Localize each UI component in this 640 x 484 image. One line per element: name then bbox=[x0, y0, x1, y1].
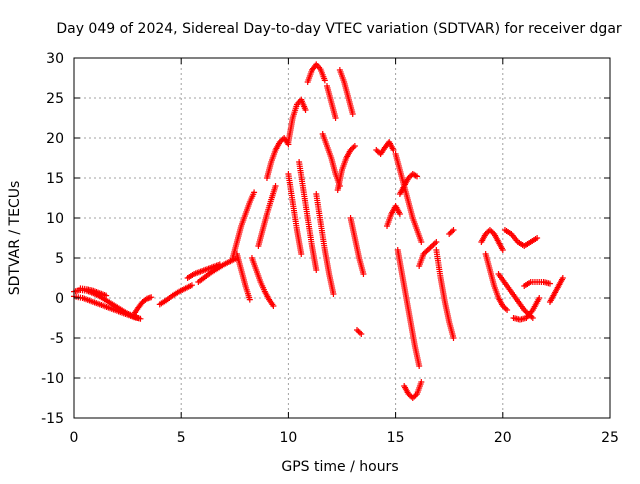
x-tick-label: 15 bbox=[387, 430, 405, 446]
series-arc-35 bbox=[501, 227, 541, 249]
data-point bbox=[272, 183, 279, 189]
data-point bbox=[529, 315, 536, 321]
series-arc-25 bbox=[384, 203, 403, 229]
data-point bbox=[418, 379, 425, 385]
data-point bbox=[251, 189, 258, 196]
series-arc-9 bbox=[233, 251, 253, 303]
data-point bbox=[332, 115, 339, 121]
data-layer bbox=[71, 61, 566, 401]
series-arc-17 bbox=[313, 191, 337, 297]
series-arc-38 bbox=[546, 275, 566, 305]
plot-frame bbox=[73, 57, 611, 419]
data-point bbox=[188, 282, 195, 289]
series-arc-27 bbox=[396, 171, 421, 197]
series-arc-4 bbox=[131, 294, 155, 317]
data-point bbox=[414, 173, 421, 180]
series-arc-28 bbox=[394, 247, 423, 369]
data-point bbox=[418, 239, 425, 245]
data-point bbox=[103, 292, 110, 299]
data-point bbox=[499, 247, 506, 253]
series-arc-26 bbox=[392, 151, 425, 245]
series-arc-19 bbox=[323, 83, 339, 121]
data-point bbox=[450, 335, 457, 341]
data-point bbox=[302, 107, 309, 113]
x-tick-label: 0 bbox=[70, 430, 79, 446]
y-tick-label: 25 bbox=[46, 91, 64, 107]
x-axis-label: GPS time / hours bbox=[281, 459, 398, 475]
series-arc-14 bbox=[285, 171, 305, 257]
y-axis-label: SDTVAR / TECUs bbox=[7, 181, 23, 296]
y-tick-label: 15 bbox=[46, 171, 64, 187]
data-point bbox=[313, 267, 320, 273]
y-tick-label: -15 bbox=[41, 411, 64, 427]
chart-title: Day 049 of 2024, Sidereal Day-to-day VTE… bbox=[56, 21, 622, 37]
data-point bbox=[270, 303, 277, 309]
x-tick-label: 10 bbox=[279, 430, 297, 446]
x-tick-label: 25 bbox=[601, 430, 619, 446]
tick-layer: 0 5 10 15 20 25 -15 -10 -5 0 5 10 15 20 25 30 bbox=[41, 51, 619, 446]
series-arc-29 bbox=[401, 379, 425, 401]
series-arc-3 bbox=[77, 285, 110, 299]
series-arc-31 bbox=[433, 247, 457, 341]
data-point bbox=[536, 295, 543, 301]
series-arc-13 bbox=[285, 96, 309, 145]
data-point bbox=[450, 227, 457, 233]
series-arc-32 bbox=[446, 227, 457, 237]
data-point bbox=[534, 235, 541, 241]
y-tick-label: -10 bbox=[41, 371, 64, 387]
series-arc-10 bbox=[248, 255, 277, 309]
y-tick-label: 20 bbox=[46, 131, 64, 147]
data-point bbox=[298, 251, 305, 257]
x-tick-label: 20 bbox=[494, 430, 512, 446]
series-arc-39 bbox=[510, 295, 543, 323]
series-arc-30 bbox=[416, 239, 440, 269]
data-point bbox=[559, 275, 566, 281]
series-arc-21 bbox=[334, 143, 358, 193]
y-tick-label: 10 bbox=[46, 211, 64, 227]
data-point bbox=[358, 331, 365, 337]
series-arc-11 bbox=[255, 183, 279, 249]
series-arc-5 bbox=[156, 282, 195, 308]
x-tick-label: 5 bbox=[177, 430, 186, 446]
data-point bbox=[396, 211, 403, 217]
series-arc-2 bbox=[71, 293, 144, 322]
y-tick-label: -5 bbox=[50, 331, 64, 347]
series-arc-37 bbox=[521, 279, 553, 289]
data-point bbox=[148, 294, 155, 301]
data-point bbox=[360, 271, 367, 277]
series-arc-22 bbox=[347, 215, 367, 277]
data-point bbox=[433, 239, 440, 245]
data-point bbox=[321, 77, 328, 84]
series-arc-34 bbox=[482, 251, 511, 313]
series-arc-7 bbox=[195, 255, 240, 285]
data-point bbox=[504, 307, 511, 313]
series-arc-15 bbox=[296, 159, 320, 273]
series-arc-23 bbox=[354, 327, 365, 337]
y-tick-label: 5 bbox=[55, 251, 64, 267]
data-point bbox=[390, 147, 397, 153]
data-point bbox=[137, 315, 144, 322]
series-arc-33 bbox=[478, 227, 506, 253]
series-arc-8 bbox=[229, 189, 258, 261]
data-point bbox=[546, 280, 553, 287]
data-point bbox=[351, 143, 358, 149]
data-point bbox=[330, 291, 337, 297]
y-tick-label: 0 bbox=[55, 291, 64, 307]
data-point bbox=[416, 363, 423, 369]
grid-layer bbox=[74, 58, 610, 418]
data-point bbox=[349, 111, 356, 117]
data-point bbox=[246, 296, 253, 303]
series-arc-16 bbox=[304, 61, 328, 85]
series-arc-20 bbox=[336, 67, 356, 117]
y-tick-label: 30 bbox=[46, 51, 64, 67]
series-arc-24 bbox=[373, 139, 397, 157]
